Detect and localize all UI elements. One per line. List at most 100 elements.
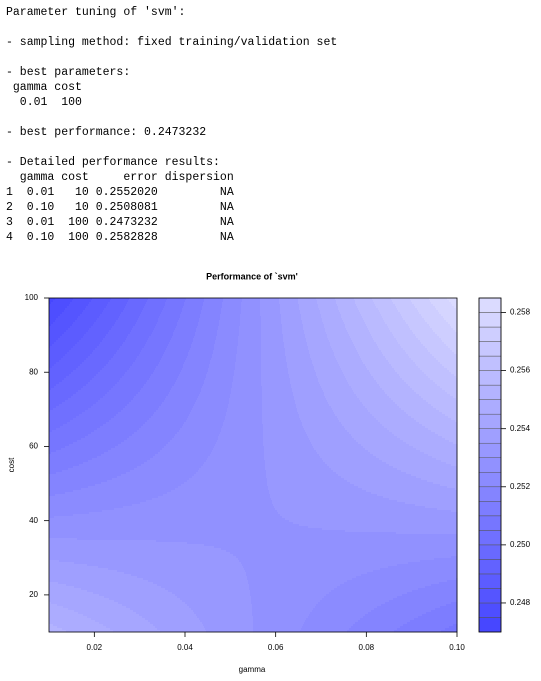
contour-cell <box>83 336 106 339</box>
contour-cell <box>170 440 218 443</box>
contour-cell <box>199 468 266 471</box>
contour-cell <box>181 312 202 315</box>
contour-cell <box>392 332 414 335</box>
contour-cell <box>59 404 94 407</box>
contour-cell <box>322 598 394 601</box>
contour-cell <box>49 622 100 625</box>
contour-cell <box>204 462 266 465</box>
contour-cell <box>175 382 205 385</box>
contour-cell <box>302 320 323 323</box>
contour-cell <box>183 306 203 309</box>
contour-cell <box>373 570 458 573</box>
contour-cell <box>357 396 390 399</box>
contour-cell <box>115 322 137 325</box>
contour-cell <box>65 446 116 449</box>
contour-cell <box>49 442 74 445</box>
contour-cell <box>226 412 263 415</box>
contour-cell <box>376 306 397 309</box>
contour-cell <box>261 358 287 361</box>
contour-cell <box>328 338 352 341</box>
contour-cell <box>71 348 96 351</box>
contour-cell <box>410 386 441 389</box>
contour-cell <box>308 616 364 619</box>
contour-cell <box>232 384 262 387</box>
contour-cell <box>445 414 458 417</box>
contour-cell <box>49 508 115 511</box>
contour-cell <box>193 338 217 341</box>
contour-cell <box>453 442 458 445</box>
contour-cell <box>241 304 261 307</box>
contour-cell <box>427 322 449 325</box>
contour-cell <box>433 304 453 307</box>
contour-cell <box>278 512 458 515</box>
contour-cell <box>49 518 286 521</box>
contour-cell <box>320 600 390 603</box>
contour-cell <box>49 448 62 451</box>
contour-cell <box>139 614 197 617</box>
contour-cell <box>406 382 436 385</box>
contour-cell <box>248 582 345 585</box>
contour-cell <box>164 400 197 403</box>
contour-cell <box>219 320 241 323</box>
contour-cell <box>49 366 53 369</box>
contour-cell <box>403 624 454 627</box>
contour-cell <box>264 448 315 451</box>
contour-cell <box>212 356 237 359</box>
console-line: 2 0.10 10 0.2508081 NA <box>6 201 234 214</box>
contour-cell <box>192 476 267 479</box>
contour-cell <box>247 576 357 579</box>
contour-cell <box>193 406 229 409</box>
contour-cell <box>431 584 458 587</box>
contour-cell <box>373 376 401 379</box>
contour-cell <box>396 306 416 309</box>
contour-cell <box>78 390 110 393</box>
legend-tick-label: 0.254 <box>510 424 531 433</box>
contour-cell <box>107 304 127 307</box>
contour-cell <box>168 394 200 397</box>
contour-cell <box>49 336 61 339</box>
contour-cell <box>103 338 127 341</box>
contour-cell <box>179 430 222 433</box>
contour-cell <box>49 614 84 617</box>
contour-cell <box>304 332 327 335</box>
contour-cell <box>397 308 418 311</box>
contour-cell <box>81 388 112 391</box>
contour-cell <box>224 420 263 423</box>
contour-cell <box>61 358 87 361</box>
contour-cell <box>325 396 358 399</box>
contour-cell <box>204 380 234 383</box>
contour-cell <box>424 318 445 321</box>
contour-cell <box>324 596 398 599</box>
contour-cell <box>404 380 434 383</box>
contour-cell <box>265 468 332 471</box>
contour-cell <box>252 612 311 615</box>
contour-cell <box>172 592 251 595</box>
contour-cell <box>406 322 428 325</box>
contour-cell <box>164 352 189 355</box>
contour-cell <box>296 404 330 407</box>
contour-cell <box>70 326 92 329</box>
contour-cell <box>419 422 458 425</box>
contour-cell <box>76 416 115 419</box>
contour-cell <box>282 324 304 327</box>
contour-cell <box>49 586 75 589</box>
contour-cell <box>301 314 322 317</box>
contour-cell <box>91 618 146 621</box>
contour-cell <box>304 428 346 431</box>
contour-cell <box>312 362 339 365</box>
contour-cell <box>317 452 371 455</box>
contour-cell <box>49 416 77 419</box>
legend-band <box>478 530 502 546</box>
contour-cell <box>233 554 458 557</box>
contour-cell <box>411 358 437 361</box>
contour-cell <box>95 620 149 623</box>
contour-cell <box>49 484 96 487</box>
contour-cell <box>87 590 169 593</box>
contour-cell <box>251 602 319 605</box>
contour-cell <box>386 462 447 465</box>
contour-cell <box>176 326 198 329</box>
contour-cell <box>73 514 281 517</box>
contour-cell <box>342 424 383 427</box>
contour-cell <box>241 306 261 309</box>
contour-cell <box>49 372 72 375</box>
